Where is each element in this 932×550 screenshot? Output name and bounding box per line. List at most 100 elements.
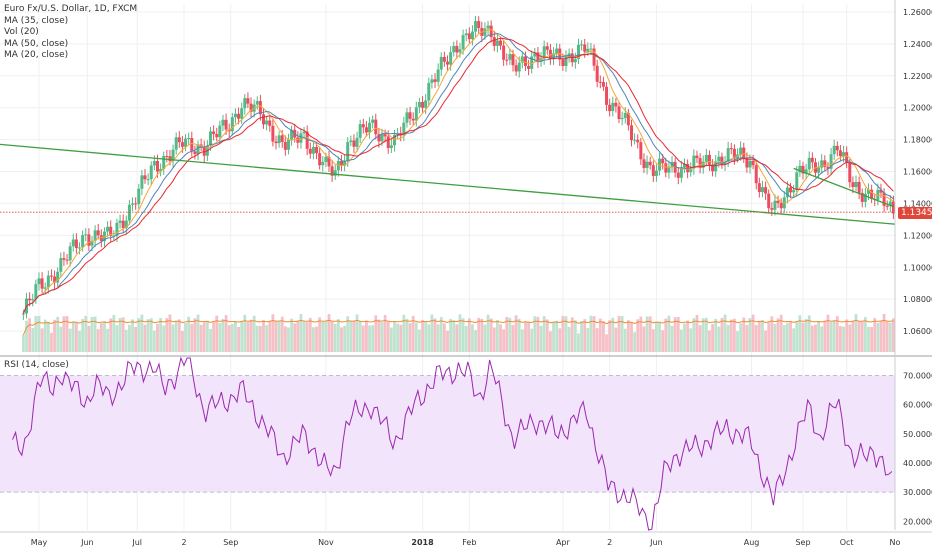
candle-body <box>620 118 624 120</box>
volume-bar <box>524 321 527 352</box>
volume-bar <box>464 325 468 352</box>
legend-ma50: MA (50, close) <box>4 38 69 49</box>
volume-bar <box>745 325 749 352</box>
volume-bar <box>630 322 633 352</box>
volume-bar <box>59 326 63 352</box>
volume-bar <box>165 318 169 352</box>
candle-body <box>118 220 122 223</box>
volume-bar <box>776 318 780 352</box>
volume-bar <box>343 325 346 352</box>
candle-body <box>134 203 138 205</box>
volume-bar <box>31 327 35 352</box>
volume-bar <box>857 321 861 352</box>
candle-body <box>258 101 262 115</box>
volume-bar <box>742 317 746 352</box>
volume-bar <box>377 319 381 352</box>
candle-body <box>46 275 50 288</box>
volume-bar <box>767 322 771 352</box>
volume-bar <box>695 314 699 352</box>
candle-body <box>863 193 867 202</box>
volume-bar <box>290 318 293 352</box>
price-tick-label: 1.14000 <box>903 199 932 208</box>
volume-bar <box>583 319 587 352</box>
candle-body <box>212 131 216 135</box>
volume-bar <box>240 321 244 352</box>
candle-body <box>237 113 241 119</box>
candle-body <box>124 220 128 229</box>
volume-bar <box>46 321 50 352</box>
candle-body <box>184 138 188 147</box>
candle-body <box>430 79 434 83</box>
volume-bar <box>411 315 415 352</box>
volume-bar <box>258 325 262 352</box>
volume-bar <box>109 318 113 352</box>
candle-body <box>523 56 527 66</box>
volume-bar <box>474 329 477 352</box>
candle-body <box>461 35 465 50</box>
volume-bar <box>611 317 615 352</box>
candle-body <box>502 45 506 60</box>
candle-body <box>364 127 368 133</box>
volume-bar <box>336 319 340 352</box>
volume-bar <box>75 322 78 352</box>
candle-body <box>536 52 540 63</box>
volume-bar <box>255 325 259 352</box>
candle-body <box>679 167 683 178</box>
candle-body <box>826 166 830 169</box>
candle-body <box>470 31 474 40</box>
volume-bar <box>427 324 431 352</box>
volume-bar <box>779 314 783 352</box>
candle-body <box>723 161 727 165</box>
candle-body <box>851 182 855 188</box>
candle-body <box>215 134 219 138</box>
candle-body <box>804 169 808 174</box>
volume-bar <box>786 322 789 352</box>
volume-bar <box>717 326 721 352</box>
volume-bars <box>21 314 895 352</box>
candle-body <box>174 137 178 150</box>
candle-body <box>760 187 764 193</box>
candle-body <box>477 21 481 28</box>
volume-bar <box>870 326 874 352</box>
volume-bar <box>159 317 163 352</box>
candle-body <box>785 187 789 198</box>
candle-body <box>601 82 605 87</box>
time-tick-label: No <box>890 538 901 547</box>
volume-bar <box>820 326 824 352</box>
volume-bar <box>209 328 212 352</box>
volume-bar <box>686 320 690 352</box>
time-tick-label: Jun <box>649 538 663 547</box>
short-trendline <box>793 167 894 208</box>
candle-body <box>629 125 633 141</box>
candle-body <box>131 203 135 205</box>
volume-bar <box>380 322 384 352</box>
volume-bar <box>757 321 761 352</box>
ma50-line <box>22 37 894 314</box>
volume-bar <box>505 316 509 352</box>
volume-bar <box>436 324 440 352</box>
volume-bar <box>321 321 325 352</box>
candle-body <box>339 160 343 166</box>
volume-bar <box>549 331 552 352</box>
volume-bar <box>268 321 272 352</box>
volume-bar <box>374 315 378 352</box>
candle-body <box>187 137 191 139</box>
volume-ma-line <box>22 319 894 336</box>
volume-bar <box>892 318 895 352</box>
candle-body <box>623 113 627 119</box>
volume-bar <box>81 318 85 352</box>
volume-bar <box>608 320 612 352</box>
volume-bar <box>789 321 792 352</box>
candle-body <box>701 161 705 168</box>
candle-body <box>654 170 658 176</box>
volume-bar <box>184 322 187 352</box>
candle-body <box>389 145 393 149</box>
last-price-label: 1.13450 <box>898 207 932 219</box>
volume-bar <box>368 325 371 352</box>
candle-body <box>711 164 715 172</box>
candle-body <box>757 183 761 193</box>
candle-body <box>580 44 584 46</box>
volume-bar <box>748 317 752 352</box>
rsi-panel <box>0 356 895 531</box>
